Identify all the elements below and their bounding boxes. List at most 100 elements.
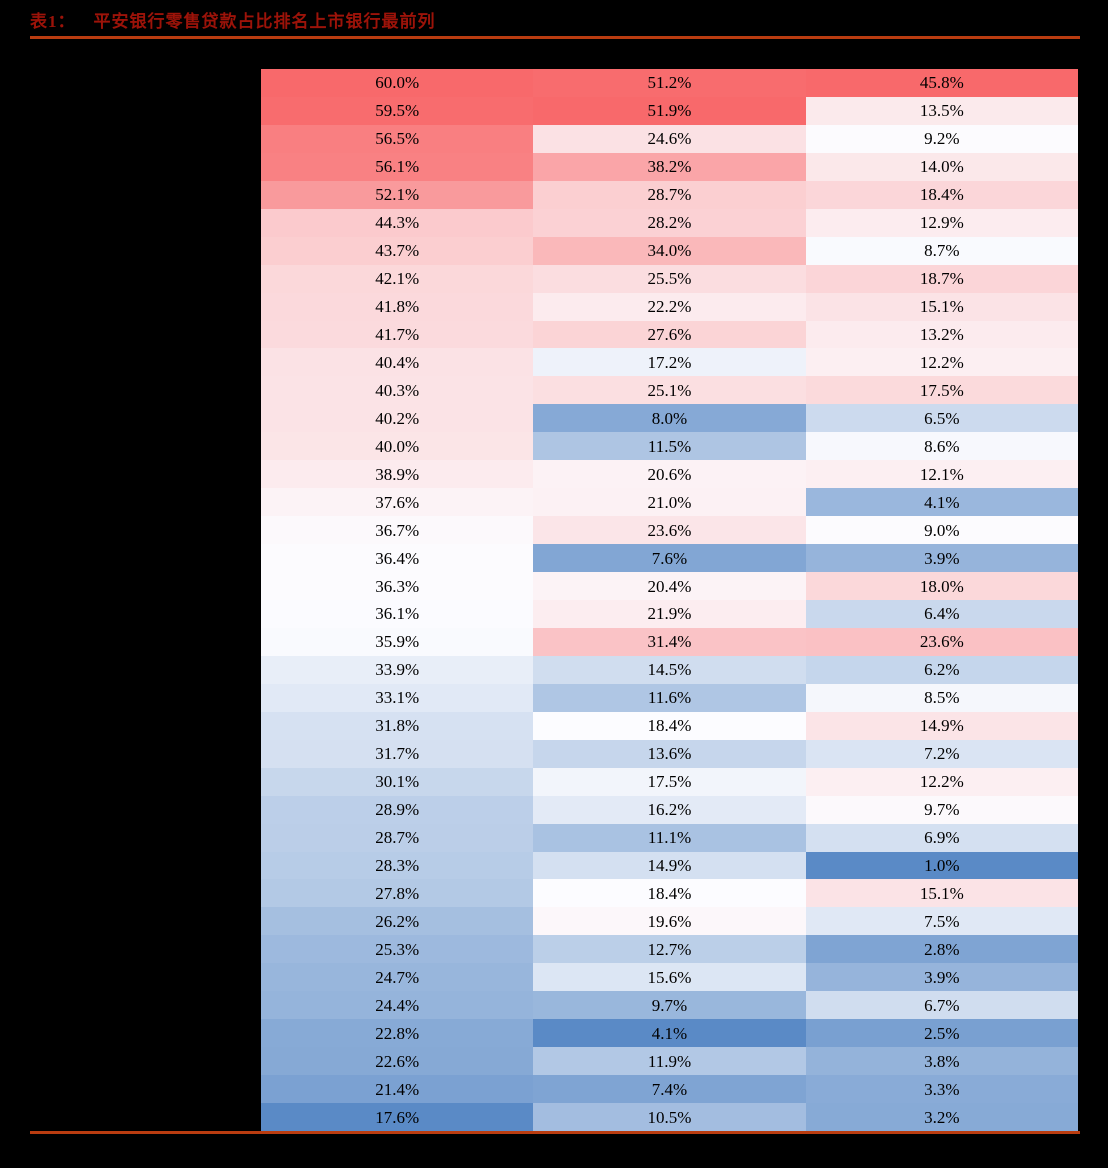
heatmap-cell: 7.6% [533, 544, 806, 573]
heatmap-cell: 12.2% [805, 767, 1078, 796]
heatmap-cell: 9.7% [533, 991, 806, 1020]
heatmap-cell: 21.9% [533, 600, 806, 628]
heatmap-cell: 12.2% [805, 348, 1078, 377]
heatmap-cell: 1.0% [805, 851, 1078, 880]
heatmap-cell: 7.4% [533, 1075, 806, 1104]
heatmap-cell: 9.7% [805, 795, 1078, 824]
heatmap-cell: 23.6% [533, 516, 806, 545]
heatmap-cell: 2.5% [805, 1019, 1078, 1048]
heatmap-cell: 9.0% [805, 516, 1078, 545]
heatmap-cell: 3.3% [805, 1075, 1078, 1104]
heatmap-cell: 25.3% [261, 935, 534, 964]
heatmap-cell: 33.9% [261, 655, 534, 684]
heatmap-cell: 24.7% [261, 963, 534, 992]
heatmap-cell: 27.8% [261, 879, 534, 908]
heatmap-cell: 25.5% [533, 264, 806, 293]
heatmap-cell: 60.0% [261, 69, 534, 97]
heatmap-cell: 36.3% [261, 572, 534, 600]
heatmap-cell: 11.6% [533, 683, 806, 712]
heatmap-cell: 18.4% [533, 711, 806, 740]
heatmap-cell: 22.8% [261, 1019, 534, 1048]
heatmap-cell: 11.5% [533, 432, 806, 461]
heatmap-cell: 18.0% [805, 572, 1078, 600]
table-number-label: 表1： [30, 12, 76, 31]
top-rule-divider [30, 36, 1080, 39]
heatmap-cell: 28.3% [261, 851, 534, 880]
heatmap-cell: 28.2% [533, 208, 806, 237]
heatmap-cell: 8.0% [533, 404, 806, 433]
heatmap-cell: 13.5% [805, 96, 1078, 125]
heatmap-cell: 8.7% [805, 236, 1078, 265]
heatmap-cell: 38.9% [261, 460, 534, 489]
heatmap-cell: 40.2% [261, 404, 534, 433]
heatmap-cell: 28.7% [533, 180, 806, 209]
heatmap-cell: 44.3% [261, 208, 534, 237]
heatmap-cell: 14.9% [805, 711, 1078, 740]
heatmap-cell: 42.1% [261, 264, 534, 293]
heatmap-cell: 4.1% [805, 488, 1078, 517]
heatmap-cell: 28.9% [261, 795, 534, 824]
heatmap-cell: 18.4% [805, 180, 1078, 209]
heatmap-cell: 16.2% [533, 795, 806, 824]
heatmap-cell: 28.7% [261, 823, 534, 852]
heatmap-cell: 25.1% [533, 376, 806, 405]
heatmap-cell: 19.6% [533, 907, 806, 936]
heatmap-cell: 15.1% [805, 292, 1078, 321]
heatmap-cell: 31.4% [533, 627, 806, 656]
heatmap-cell: 51.2% [533, 69, 806, 97]
heatmap-cell: 22.6% [261, 1047, 534, 1076]
heatmap-cell: 56.5% [261, 124, 534, 153]
heatmap-cell: 43.7% [261, 236, 534, 265]
heatmap-cell: 51.9% [533, 96, 806, 125]
heatmap-cell: 12.7% [533, 935, 806, 964]
heatmap-cell: 8.6% [805, 432, 1078, 461]
heatmap-cell: 12.9% [805, 208, 1078, 237]
heatmap-cell: 36.7% [261, 516, 534, 545]
heatmap-cell: 18.4% [533, 879, 806, 908]
heatmap-cell: 3.9% [805, 544, 1078, 573]
heatmap-cell: 52.1% [261, 180, 534, 209]
heatmap-cell: 24.6% [533, 124, 806, 153]
heatmap-cell: 13.6% [533, 739, 806, 768]
heatmap-cell: 21.0% [533, 488, 806, 517]
heatmap-cell: 14.9% [533, 851, 806, 880]
heatmap-cell: 7.5% [805, 907, 1078, 936]
heatmap-cell: 6.5% [805, 404, 1078, 433]
heatmap-cell: 9.2% [805, 124, 1078, 153]
heatmap-cell: 27.6% [533, 320, 806, 349]
heatmap-cell: 18.7% [805, 264, 1078, 293]
heatmap-cell: 20.4% [533, 572, 806, 600]
heatmap-cell: 11.1% [533, 823, 806, 852]
heatmap-cell: 7.2% [805, 739, 1078, 768]
heatmap-cell: 17.6% [261, 1103, 534, 1131]
heatmap-cell: 2.8% [805, 935, 1078, 964]
heatmap-cell: 35.9% [261, 627, 534, 656]
heatmap-cell: 6.7% [805, 991, 1078, 1020]
heatmap-cell: 33.1% [261, 683, 534, 712]
heatmap-cell: 34.0% [533, 236, 806, 265]
heatmap-cell: 38.2% [533, 152, 806, 181]
heatmap-cell: 22.2% [533, 292, 806, 321]
heatmap-cell: 40.3% [261, 376, 534, 405]
heatmap-cell: 30.1% [261, 767, 534, 796]
heatmap-cell: 45.8% [805, 69, 1078, 97]
heatmap-cell: 13.2% [805, 320, 1078, 349]
table-title: 表1： 平安银行零售贷款占比排名上市银行最前列 [30, 7, 436, 32]
heatmap-cell: 20.6% [533, 460, 806, 489]
heatmap-cell: 23.6% [805, 627, 1078, 656]
heatmap-cell: 3.2% [805, 1103, 1078, 1131]
heatmap-cell: 37.6% [261, 488, 534, 517]
heatmap-table: 60.0% 51.2% 45.8% 59.5% 51.9% 13.5% 56.5% 24.6%… [261, 69, 1078, 1131]
heatmap-cell: 14.5% [533, 655, 806, 684]
heatmap-cell: 11.9% [533, 1047, 806, 1076]
heatmap-cell: 36.1% [261, 600, 534, 628]
heatmap-cell: 26.2% [261, 907, 534, 936]
heatmap-cell: 31.7% [261, 739, 534, 768]
table-title-text: 平安银行零售贷款占比排名上市银行最前列 [93, 12, 436, 31]
heatmap-cell: 6.2% [805, 655, 1078, 684]
heatmap-cell: 15.1% [805, 879, 1078, 908]
heatmap-cell: 36.4% [261, 544, 534, 573]
heatmap-cell: 41.7% [261, 320, 534, 349]
bottom-rule-divider [30, 1131, 1080, 1134]
heatmap-cell: 3.9% [805, 963, 1078, 992]
